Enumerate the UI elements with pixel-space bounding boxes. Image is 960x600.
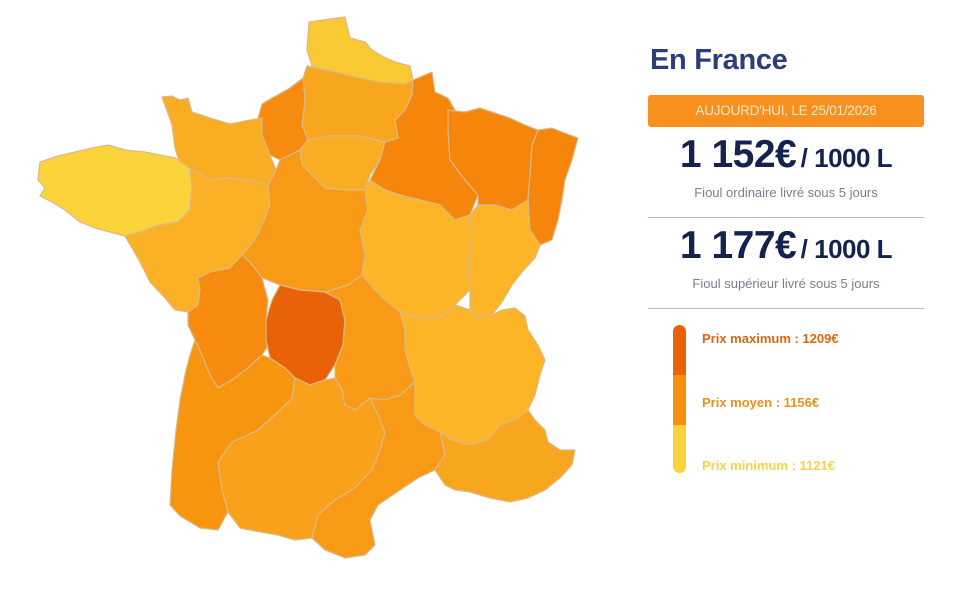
legend-max-label: Prix maximum : 1209€ bbox=[702, 331, 839, 346]
france-price-map bbox=[37, 16, 579, 559]
price-ordinaire-amount: 1 152€ bbox=[679, 133, 797, 176]
price-superieur: 1 177€ / 1000 L Fioul supérieur livré so… bbox=[648, 218, 924, 292]
legend-color-bar bbox=[673, 325, 686, 473]
price-superieur-unit: / 1000 L bbox=[800, 234, 893, 264]
legend-segment-min bbox=[673, 425, 686, 473]
price-legend: Prix maximum : 1209€ Prix moyen : 1156€ … bbox=[648, 325, 924, 477]
divider bbox=[648, 217, 924, 218]
divider bbox=[648, 308, 924, 309]
region-languedoc-roussillon[interactable] bbox=[311, 381, 446, 559]
legend-mean-label: Prix moyen : 1156€ bbox=[702, 395, 820, 410]
price-panel: En France AUJOURD'HUI, LE 25/01/2026 1 1… bbox=[648, 44, 924, 477]
region-franche-comte[interactable] bbox=[467, 199, 541, 319]
price-superieur-amount: 1 177€ bbox=[679, 224, 797, 267]
panel-title: En France bbox=[650, 44, 788, 76]
legend-min-label: Prix minimum : 1121€ bbox=[702, 458, 835, 473]
price-ordinaire-description: Fioul ordinaire livré sous 5 jours bbox=[694, 185, 878, 200]
region-bretagne[interactable] bbox=[37, 144, 193, 237]
region-bourgogne[interactable] bbox=[359, 179, 473, 319]
price-ordinaire: 1 152€ / 1000 L Fioul ordinaire livré so… bbox=[648, 127, 924, 201]
region-basse-normandie[interactable] bbox=[161, 95, 277, 186]
price-ordinaire-unit: / 1000 L bbox=[800, 143, 893, 173]
date-badge: AUJOURD'HUI, LE 25/01/2026 bbox=[648, 95, 924, 127]
region-alsace[interactable] bbox=[527, 127, 579, 246]
price-superieur-description: Fioul supérieur livré sous 5 jours bbox=[692, 276, 880, 291]
legend-segment-max bbox=[673, 325, 686, 375]
legend-segment-mean bbox=[673, 375, 686, 425]
region-paca[interactable] bbox=[434, 409, 576, 503]
